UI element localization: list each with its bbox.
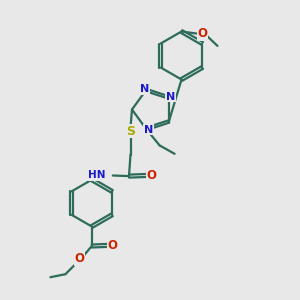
Text: O: O (147, 169, 157, 182)
Text: N: N (166, 92, 175, 102)
Text: N: N (140, 85, 149, 94)
Text: HN: HN (88, 170, 106, 181)
Text: O: O (108, 239, 118, 252)
Text: O: O (75, 252, 85, 265)
Text: O: O (197, 27, 208, 40)
Text: N: N (144, 124, 153, 134)
Text: S: S (126, 124, 135, 138)
